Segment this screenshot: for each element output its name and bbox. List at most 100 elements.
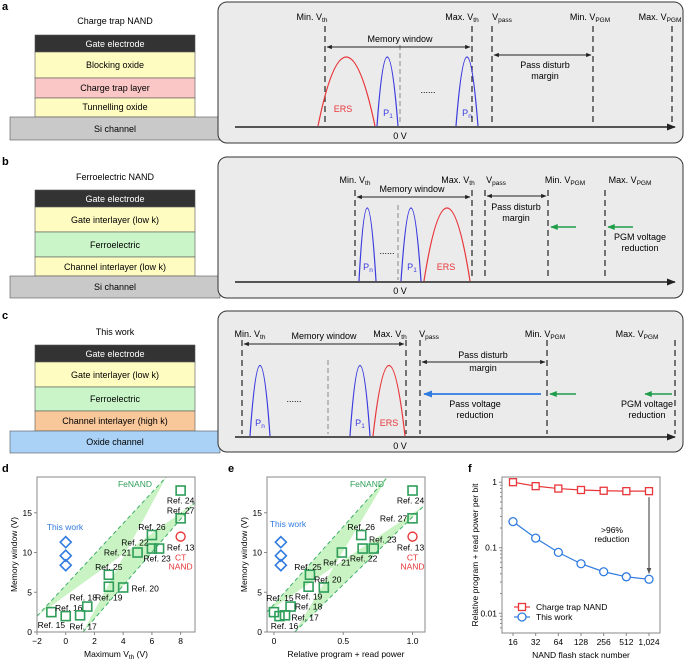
layer-label: Channel interlayer (high k) <box>62 416 168 426</box>
this-work-marker <box>274 558 288 572</box>
fenand-marker <box>279 610 291 621</box>
ellipsis: ...... <box>379 246 394 256</box>
data-point <box>508 478 518 487</box>
fenand-marker <box>153 543 165 554</box>
ref-label: Ref. 19 <box>95 593 123 603</box>
data-point <box>644 486 654 496</box>
y-axis-label: Relative program + read power per bit <box>470 483 480 627</box>
fenand-band-fill <box>37 477 195 632</box>
layer-label: Tunnelling oxide <box>82 102 147 112</box>
ct-nand-marker <box>175 531 186 542</box>
fenand-band-edge <box>82 502 195 632</box>
panel-label: a <box>2 1 9 13</box>
pgm-reduction-label: PGM voltage <box>621 399 673 409</box>
layer-label: Ferroelectric <box>90 394 141 404</box>
fenand-band <box>37 477 195 632</box>
ers-distribution <box>372 365 406 437</box>
ref-label: Ref. 26 <box>348 522 376 532</box>
x-axis-label-text: Maximum V <box>84 649 129 659</box>
fenand-marker <box>60 610 72 622</box>
this-work-label: This work <box>270 519 307 529</box>
ref-label: Ref. 13 <box>167 543 195 553</box>
data-point <box>531 482 540 491</box>
x-tick-label: 0.5 <box>337 636 349 646</box>
stack-title: Ferroelectric NAND <box>76 172 155 182</box>
legend-marker <box>517 612 527 622</box>
level-diagram-box <box>217 156 684 299</box>
level-diagram-box <box>217 310 684 453</box>
x-tick-label: 128 <box>574 637 588 647</box>
pass-reduction-label: Pass voltage <box>449 399 501 409</box>
memory-window-label: Memory window <box>367 34 433 44</box>
data-point <box>508 516 518 527</box>
level-diagram-box <box>217 1 684 144</box>
fenand-marker <box>175 513 186 524</box>
layer-stack: Gate electrode Gate interlayer (low k) F… <box>9 344 221 454</box>
fenand-marker <box>304 569 316 581</box>
layer-label: Ferroelectric <box>90 240 141 250</box>
layer-label: Gate interlayer (low k) <box>71 215 159 225</box>
stack-title: Charge trap NAND <box>77 16 153 26</box>
pn-distribution <box>455 56 479 127</box>
data-point <box>576 485 586 495</box>
panel-label: f <box>468 463 472 475</box>
x-tick-label: 64 <box>554 637 564 647</box>
x-tick-label: 1.0 <box>407 636 419 646</box>
ref-label: Ref. 13 <box>397 543 425 553</box>
ref-label: Ref. 24 <box>397 496 425 506</box>
fenand-marker <box>336 547 348 558</box>
x-tick-label: −2 <box>32 636 42 646</box>
p1-distribution <box>349 364 371 437</box>
pgm-reduction-label: reduction <box>621 243 658 253</box>
data-point <box>599 567 609 577</box>
panel-label: d <box>2 463 9 475</box>
fenand-marker <box>274 610 285 622</box>
chart-f: 16 32 64 128 256 512 1,024 1 0.1 0.01 NAND flash s… <box>470 476 661 659</box>
fenand-band-edge <box>294 504 425 632</box>
y-tick-label: 10 <box>23 548 33 558</box>
layer-label: Gate electrode <box>85 194 144 204</box>
legend-item: This work <box>514 612 573 622</box>
pass-disturb-label: Pass disturb <box>520 60 570 70</box>
svg-text:Max. Vth: Max. Vth <box>445 12 479 24</box>
data-point <box>644 574 654 584</box>
y-tick-label: 5 <box>257 587 262 597</box>
svg-text:Min. Vth: Min. Vth <box>340 175 371 187</box>
fenand-marker <box>132 547 143 558</box>
fenand-marker <box>81 601 93 612</box>
y-tick-label: 0 <box>257 627 262 637</box>
svg-text:Vpass: Vpass <box>419 329 439 341</box>
fenand-marker <box>146 543 158 554</box>
svg-text:Min. VPGM: Min. VPGM <box>570 12 610 24</box>
fenand-marker <box>407 485 418 496</box>
fenand-label: FeNAND <box>350 479 384 489</box>
pass-disturb-label: Pass disturb <box>458 350 508 360</box>
panel-label: c <box>2 310 8 322</box>
ref-label: Ref. 16 <box>55 603 83 613</box>
p1-distribution <box>400 207 422 282</box>
fenand-marker <box>46 606 57 618</box>
fenand-marker <box>74 610 86 621</box>
pn-distribution <box>249 364 271 437</box>
ref-label: Ref. 18 <box>295 602 323 612</box>
zero-volt-label: 0 V <box>393 286 407 296</box>
y-tick-label: 0.01 <box>480 608 497 618</box>
fenand-marker <box>103 569 115 581</box>
fenand-marker <box>303 581 314 592</box>
y-tick-label: 1 <box>492 477 497 487</box>
svg-text:Max. VPGM: Max. VPGM <box>639 12 682 24</box>
ref-label: Ref. 24 <box>167 496 195 506</box>
layer-label: Oxide channel <box>86 437 144 447</box>
pgm-reduction-label: PGM voltage <box>614 232 666 242</box>
layer-label: Gate electrode <box>85 39 144 49</box>
fenand-marker <box>146 529 158 541</box>
x-tick-label: 1,024 <box>638 637 660 647</box>
voltage-levels: Min. Vth Max. Vth Vpass Min. VPGM Max. V… <box>235 329 676 434</box>
legend-label: This work <box>536 612 573 622</box>
chart-e: 0 0.5 1.0 0 5 10 15 Relative program + read pow… <box>239 476 426 659</box>
ref-label: Ref. 15 <box>266 593 294 603</box>
panel-a: a Charge trap NAND Gate electrode Blocki… <box>2 1 684 144</box>
x-tick-label: 512 <box>619 637 633 647</box>
panel-b: b Ferroelectric NAND Gate electrode Gate… <box>2 156 684 299</box>
ct-nand-marker <box>407 531 418 542</box>
